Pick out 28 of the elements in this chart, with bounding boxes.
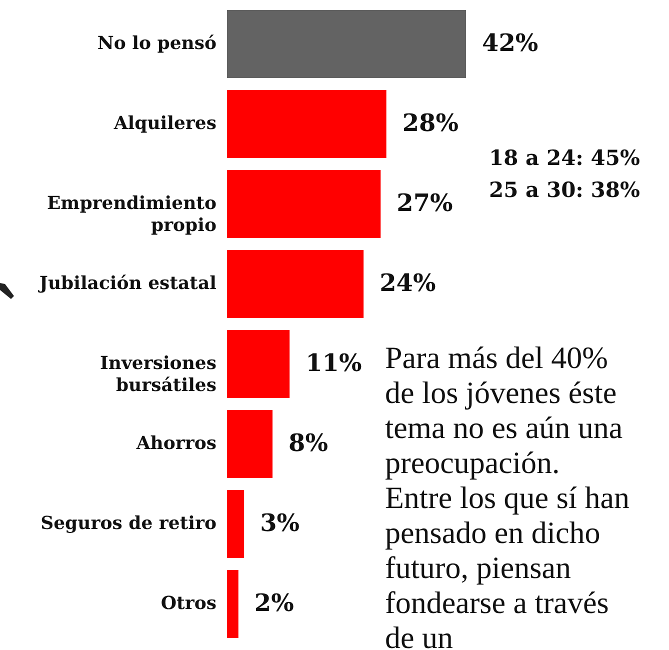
bar	[227, 570, 238, 638]
data-label: 2%	[254, 588, 294, 617]
bar	[227, 410, 273, 478]
data-label: 11%	[306, 348, 362, 377]
y-tick-label: Jubilación estatal	[37, 273, 217, 294]
y-tick-label: Inversiones bursátiles	[100, 353, 216, 396]
data-label: 3%	[260, 508, 300, 537]
bar	[227, 330, 290, 398]
bar	[227, 10, 466, 78]
data-label: 42%	[482, 28, 538, 57]
y-tick-label: Otros	[160, 593, 216, 614]
bar	[227, 490, 244, 558]
text: 25 a 30: 38%	[489, 177, 640, 202]
y-tick-label: Ahorros	[135, 433, 216, 454]
bar	[227, 250, 364, 318]
y-tick-label: Seguros de retiro	[40, 513, 216, 534]
data-label: 24%	[380, 268, 436, 297]
text: 18 a 24: 45%	[489, 145, 640, 170]
annotation: Entre los que sí han pensado en dicho futuro, piensan fondearse a través de un	[385, 480, 630, 650]
data-label: 8%	[288, 428, 328, 457]
bar	[227, 170, 381, 238]
y-tick-label: Alquileres	[112, 113, 216, 134]
data-label: 27%	[396, 188, 454, 217]
bar	[227, 90, 386, 158]
data-label: 28%	[402, 108, 459, 137]
y-tick-label: No lo pensó	[97, 33, 216, 54]
y-tick-label: Emprendimiento propio	[46, 193, 216, 236]
annotation: Para más del 40% de los jóvenes éste tema no es aún una preocupación.	[385, 340, 623, 480]
